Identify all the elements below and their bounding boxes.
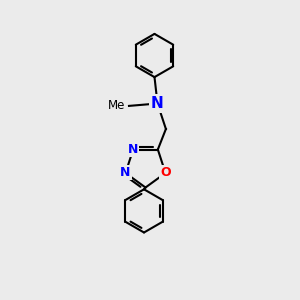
Text: N: N: [120, 167, 131, 179]
Text: N: N: [151, 96, 164, 111]
Text: N: N: [128, 143, 138, 156]
Text: O: O: [160, 167, 171, 179]
Text: Me: Me: [108, 99, 125, 112]
